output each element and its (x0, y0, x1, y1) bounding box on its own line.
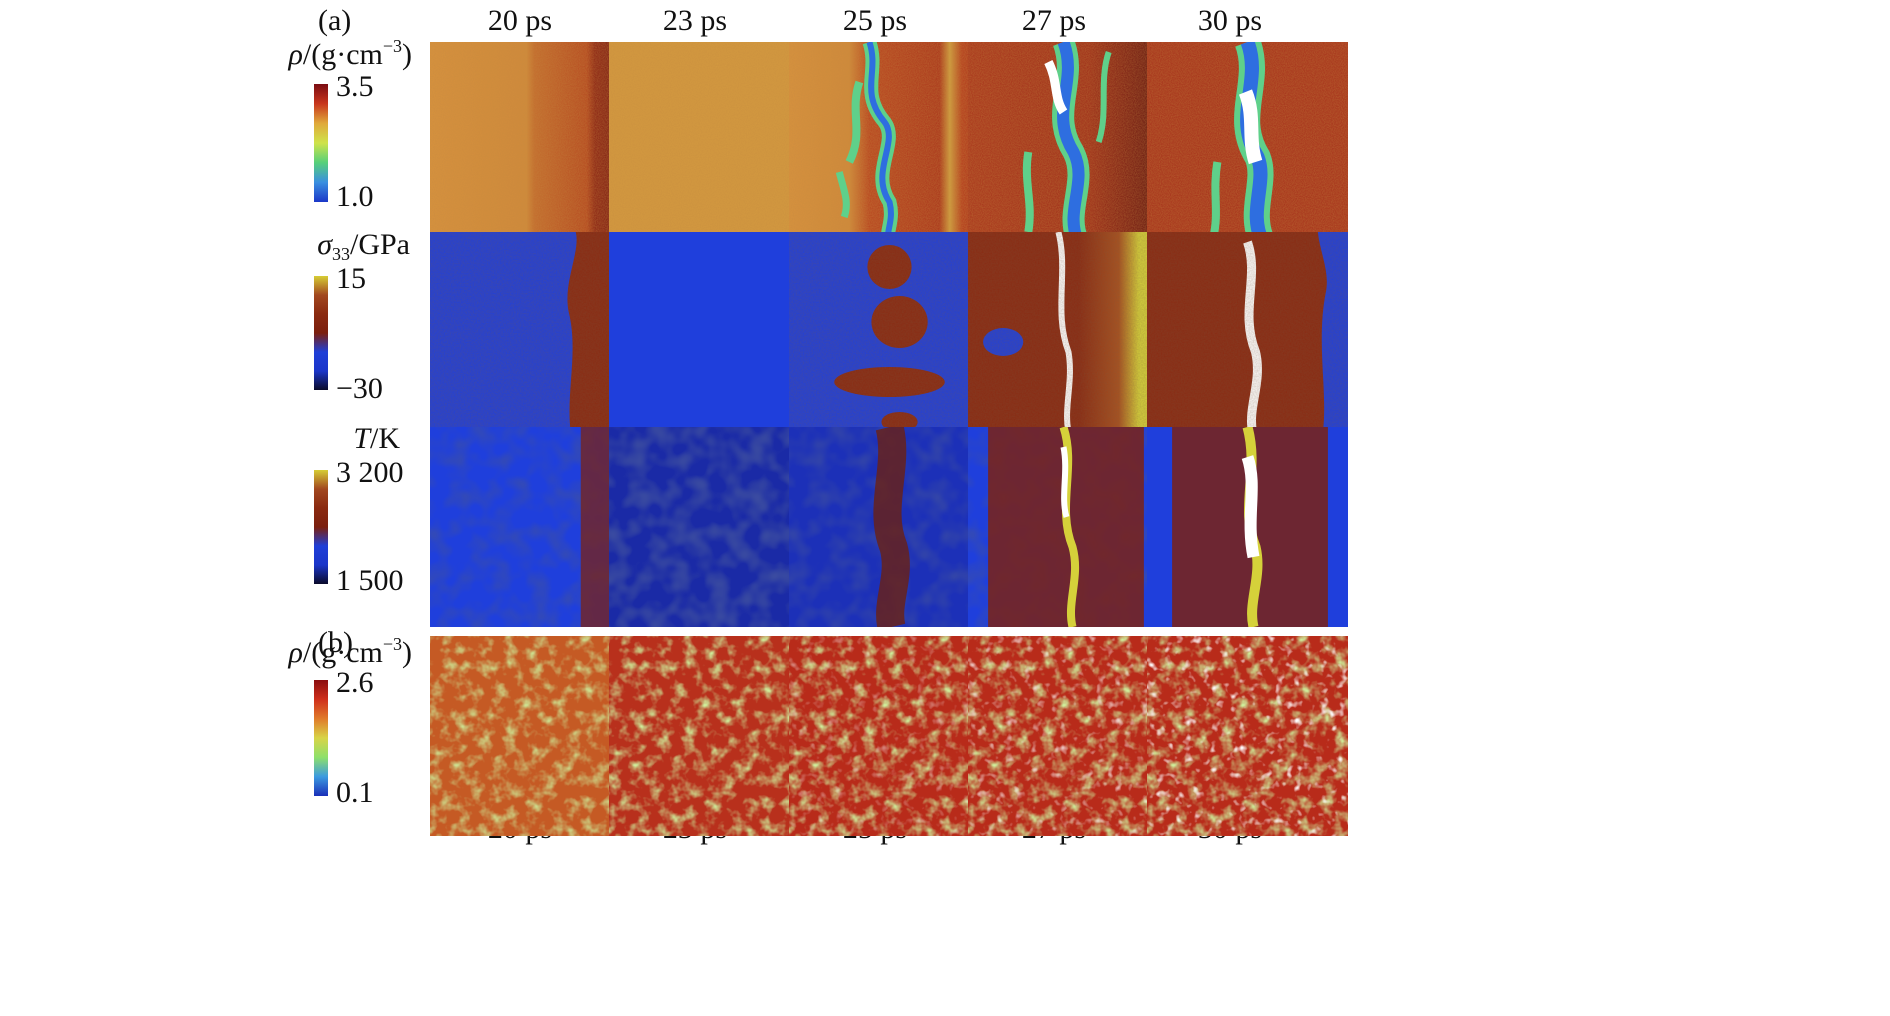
panel-b-map-23ps (609, 636, 810, 836)
time-label-top-4: 27 ps (1021, 4, 1087, 37)
stress-quantity-label: σ33/GPa (317, 228, 410, 264)
temperature-colorbar-min: 1 500 (336, 564, 404, 597)
density-colorbar (314, 84, 328, 202)
stress-map-30ps (1147, 232, 1348, 432)
stress-map-20ps (430, 232, 631, 432)
density-colorbar-min: 1.0 (336, 180, 374, 213)
stress-colorbar-max: 15 (336, 262, 366, 295)
temperature-map-25ps (789, 427, 990, 627)
temperature-map-20ps (430, 427, 631, 627)
temperature-map-27ps (968, 427, 1169, 627)
temperature-colorbar-max: 3 200 (336, 456, 404, 489)
time-label-top-1: 20 ps (487, 4, 553, 37)
temperature-map-30ps (1147, 427, 1348, 627)
time-label-top-2: 23 ps (662, 4, 728, 37)
stress-colorbar-min: −30 (336, 372, 383, 405)
temperature-quantity-label: T/K (353, 422, 400, 455)
density-colorbar-max: 3.5 (336, 70, 374, 103)
density-map-20ps (430, 42, 631, 242)
stress-map-27ps (968, 232, 1169, 432)
panel-b-quantity-label: ρ/(g·cm−3) (288, 634, 412, 669)
panel-b-colorbar (314, 680, 328, 796)
time-label-top-5: 30 ps (1197, 4, 1263, 37)
density-quantity-label: ρ/(g·cm−3) (288, 36, 412, 71)
panel-a-label: (a) (318, 4, 352, 37)
panel-b-map-30ps (1147, 636, 1348, 836)
density-map-23ps (609, 42, 810, 242)
density-map-25ps (789, 42, 990, 242)
panel-b-map-20ps (430, 636, 631, 836)
temperature-colorbar (314, 470, 328, 584)
panel-b-colorbar-min: 0.1 (336, 776, 374, 809)
panel-b-map-25ps (789, 636, 990, 836)
stress-map-23ps (609, 232, 810, 432)
time-label-top-3: 25 ps (842, 4, 908, 37)
panel-b-colorbar-max: 2.6 (336, 666, 374, 699)
temperature-map-23ps (609, 427, 810, 627)
stress-map-25ps (789, 232, 990, 432)
stress-colorbar (314, 276, 328, 390)
density-map-27ps (968, 42, 1169, 242)
panel-b-map-27ps (968, 636, 1169, 836)
panel-b-label: (b) (318, 626, 353, 659)
density-map-30ps (1147, 42, 1348, 242)
